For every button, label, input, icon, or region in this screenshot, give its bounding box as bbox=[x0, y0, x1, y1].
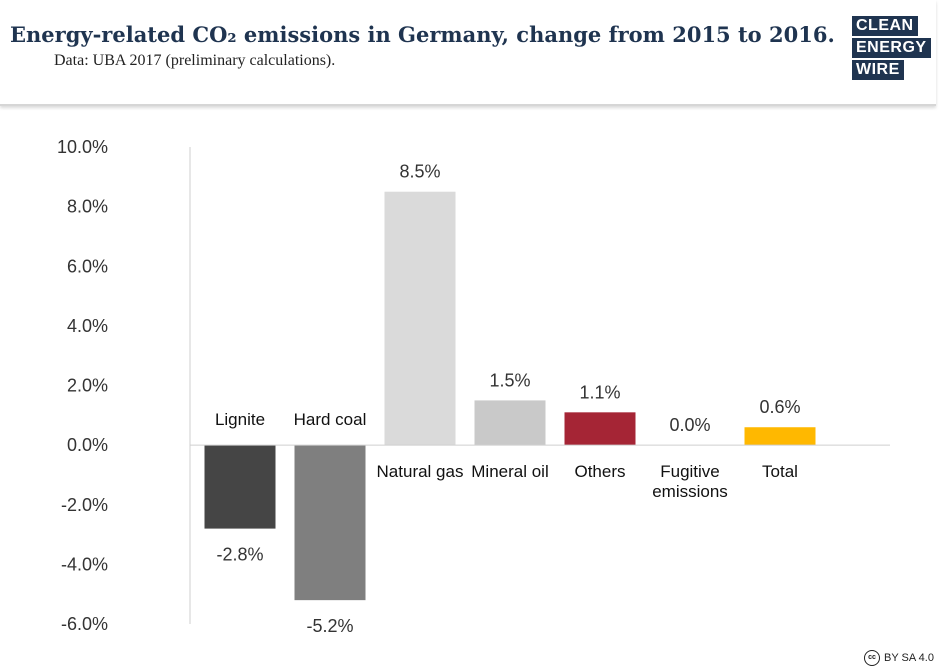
category-label: Others bbox=[574, 462, 625, 481]
license-badge[interactable]: cc BY SA 4.0 bbox=[864, 650, 934, 666]
data-label: 0.6% bbox=[759, 397, 800, 417]
chart-subtitle: Data: UBA 2017 (preliminary calculations… bbox=[54, 52, 336, 69]
y-tick-label: 0.0% bbox=[67, 435, 108, 455]
bar-natural-gas bbox=[384, 191, 456, 446]
category-label: Hard coal bbox=[294, 410, 367, 429]
clean-energy-wire-logo[interactable]: CLEAN ENERGY WIRE bbox=[852, 16, 931, 82]
license-text: BY SA 4.0 bbox=[884, 652, 934, 664]
data-label: -5.2% bbox=[306, 616, 353, 636]
category-label-line: Natural gas bbox=[377, 462, 464, 481]
category-label-line: Lignite bbox=[215, 410, 265, 429]
bar-hard-coal bbox=[294, 445, 366, 601]
bar-others bbox=[564, 412, 636, 446]
y-tick-label: 10.0% bbox=[57, 137, 108, 157]
bar-mineral-oil bbox=[474, 400, 546, 446]
category-label: Fugitive emissions bbox=[652, 462, 728, 501]
logo-word-energy: ENERGY bbox=[852, 38, 931, 58]
y-tick-label: 6.0% bbox=[67, 256, 108, 276]
category-label: Lignite bbox=[215, 410, 265, 429]
logo-word-clean: CLEAN bbox=[852, 16, 918, 36]
y-tick-label: -2.0% bbox=[61, 495, 108, 515]
data-label: 8.5% bbox=[399, 162, 440, 182]
category-label: Natural gas bbox=[377, 462, 464, 481]
chart-title: Energy-related CO₂ emissions in Germany,… bbox=[10, 22, 835, 47]
header-panel: Energy-related CO₂ emissions in Germany,… bbox=[0, 0, 936, 106]
category-label-line: Fugitive bbox=[660, 462, 720, 481]
y-tick-label: -4.0% bbox=[61, 554, 108, 574]
bar-total bbox=[744, 427, 816, 446]
category-label-line: Total bbox=[762, 462, 798, 481]
data-label: -2.8% bbox=[216, 545, 263, 565]
data-label: 1.1% bbox=[579, 382, 620, 402]
y-tick-label: 8.0% bbox=[67, 197, 108, 217]
y-tick-label: -6.0% bbox=[61, 614, 108, 634]
category-label-line: Mineral oil bbox=[471, 462, 548, 481]
category-label-line: Hard coal bbox=[294, 410, 367, 429]
bar-lignite bbox=[204, 445, 276, 529]
y-tick-label: 2.0% bbox=[67, 376, 108, 396]
category-label-line: emissions bbox=[652, 482, 728, 501]
category-label: Total bbox=[762, 462, 798, 481]
y-tick-label: 4.0% bbox=[67, 316, 108, 336]
category-label: Mineral oil bbox=[471, 462, 548, 481]
creative-commons-icon: cc bbox=[864, 650, 880, 666]
data-label: 1.5% bbox=[489, 370, 530, 390]
logo-word-wire: WIRE bbox=[852, 60, 904, 80]
data-label: 0.0% bbox=[669, 415, 710, 435]
category-label-line: Others bbox=[574, 462, 625, 481]
